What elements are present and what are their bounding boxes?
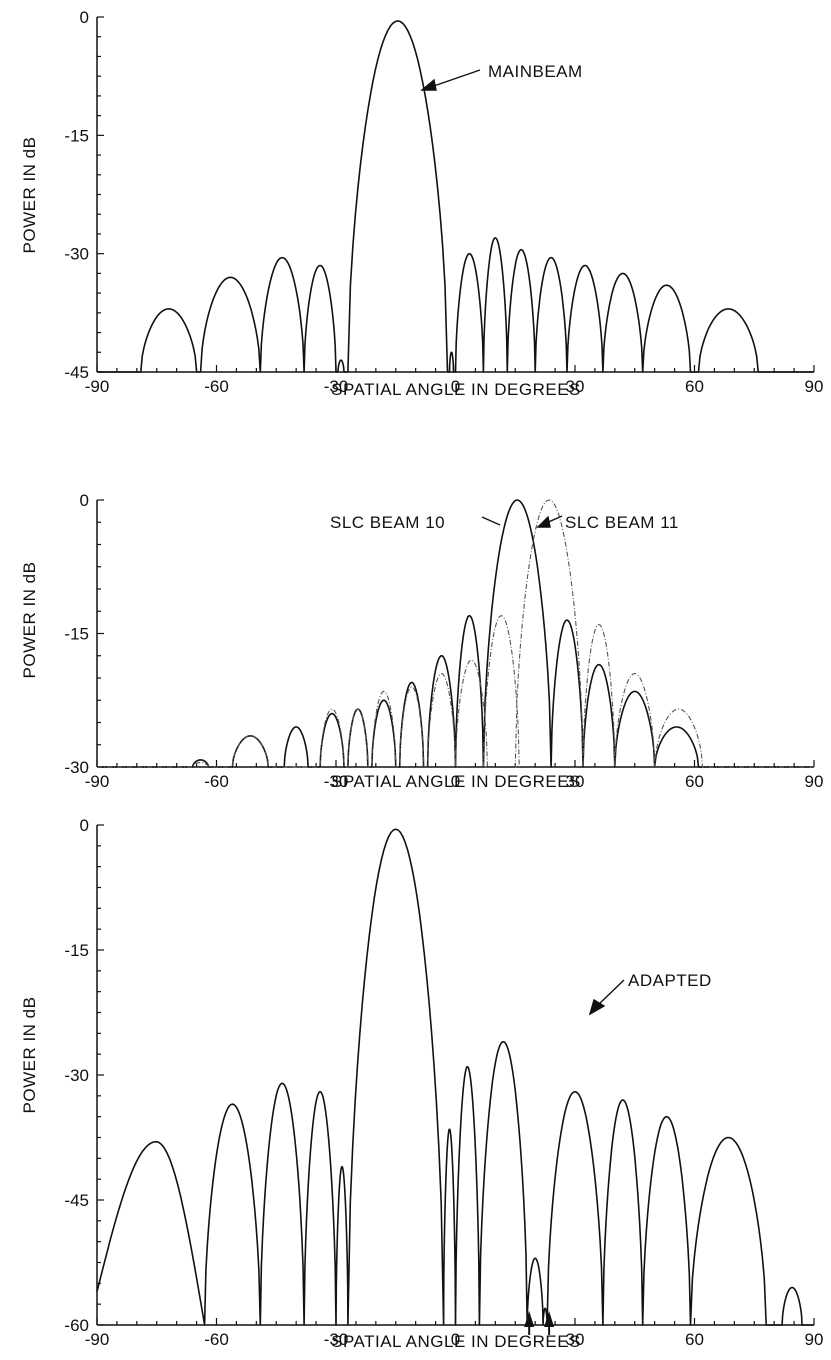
axes: -90 -60 -30 0 30 60 900-15-30-45-60 <box>64 816 823 1349</box>
y-tick-label: -30 <box>64 758 89 777</box>
x-tick-label: -60 <box>204 377 229 396</box>
x-tick-label: 60 <box>685 1330 704 1349</box>
y-tick-label: -30 <box>64 245 89 264</box>
mainbeam-chart: -90 -60 -30 0 30 60 90 0 -15 -30 -45 SPATIAL ANGLE… <box>20 8 823 399</box>
y-axis-title: POWER IN dB <box>20 137 39 254</box>
series-line-slc-beam-11 <box>97 499 814 768</box>
mainbeam-annotation: MAINBEAM <box>488 62 583 81</box>
adapted-chart: -90 -60 -30 0 30 60 900-15-30-45-60 SPATIAL AN… <box>20 816 823 1351</box>
y-axis-title: POWER IN dB <box>20 562 39 679</box>
x-tick-label: -60 <box>204 772 229 791</box>
x-tick-label: 30 <box>566 772 585 791</box>
x-tick-label: 90 <box>805 1330 824 1349</box>
y-tick-label: -60 <box>64 1316 89 1335</box>
x-tick-label: 90 <box>805 772 824 791</box>
x-tick-label: -30 <box>324 772 349 791</box>
x-tick-label: -30 <box>324 1330 349 1349</box>
adapted-arrow <box>595 979 625 1008</box>
adapted-annotation: ADAPTED <box>628 971 712 990</box>
slc-beam-10-annotation: SLC BEAM 10 <box>330 513 445 532</box>
y-tick-label: -45 <box>64 363 89 382</box>
slc-beams-chart: -90 -60 -30 0 30 60 90 0 -15 -30 SPATIAL ANGLE IN… <box>20 491 823 791</box>
x-tick-label: 0 <box>451 1330 460 1349</box>
x-tick-label: 90 <box>805 377 824 396</box>
y-tick-label: 0 <box>80 816 89 835</box>
y-axis-title: POWER IN dB <box>20 997 39 1114</box>
adapted-arrowhead <box>588 998 606 1016</box>
y-tick-label: -45 <box>64 1191 89 1210</box>
x-tick-label: -90 <box>85 377 110 396</box>
x-tick-label: -90 <box>85 772 110 791</box>
x-tick-label: -60 <box>204 1330 229 1349</box>
x-tick-label: 30 <box>566 1330 585 1349</box>
curves <box>97 20 814 373</box>
x-tick-label: 60 <box>685 772 704 791</box>
curves <box>96 828 814 1326</box>
axes: -90 -60 -30 0 30 60 90 0 -15 -30 <box>64 491 823 791</box>
y-tick-label: -30 <box>64 1066 89 1085</box>
y-tick-label: 0 <box>80 491 89 510</box>
y-tick-label: -15 <box>64 941 89 960</box>
x-axis-title: SPATIAL ANGLE IN DEGREES <box>331 1332 581 1351</box>
series-line-pattern <box>97 20 814 373</box>
y-tick-label: 0 <box>80 8 89 27</box>
x-axis-title: SPATIAL ANGLE IN DEGREES <box>331 772 581 791</box>
curves <box>97 499 814 768</box>
jammer-arrow-head <box>524 1311 535 1327</box>
x-tick-label: 0 <box>451 377 460 396</box>
slc-beam-10-arrow <box>481 516 501 526</box>
x-tick-label: 0 <box>451 772 460 791</box>
mainbeam-arrowhead <box>420 78 437 91</box>
slc-beam-11-arrowhead <box>536 515 551 528</box>
axes: -90 -60 -30 0 30 60 90 0 -15 -30 -45 <box>64 8 823 396</box>
series-line-slc-beam-10 <box>97 499 814 768</box>
y-tick-label: -15 <box>64 126 89 145</box>
x-tick-label: -30 <box>324 377 349 396</box>
annotation-arrows <box>420 69 625 1016</box>
y-tick-label: -15 <box>64 625 89 644</box>
x-axis-title: SPATIAL ANGLE IN DEGREES <box>331 380 581 399</box>
slc-beam-11-annotation: SLC BEAM 11 <box>565 513 679 532</box>
series-line-adapted <box>96 828 814 1326</box>
x-tick-label: 30 <box>566 377 585 396</box>
x-tick-label: 60 <box>685 377 704 396</box>
x-tick-label: -90 <box>85 1330 110 1349</box>
mainbeam-arrow <box>427 69 481 89</box>
